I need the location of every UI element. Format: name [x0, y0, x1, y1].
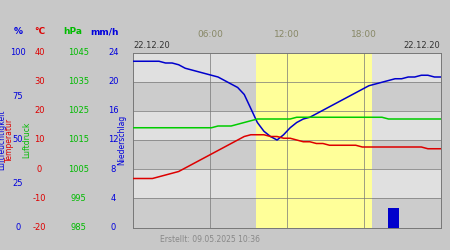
Bar	[133, 198, 441, 228]
Text: Niederschlag: Niederschlag	[117, 115, 126, 165]
Bar	[256, 52, 372, 228]
Bar	[372, 111, 441, 140]
Bar	[388, 208, 399, 228]
Text: 1045: 1045	[68, 48, 89, 57]
Bar	[372, 82, 441, 111]
Text: mm/h: mm/h	[90, 27, 119, 36]
Text: 18:00: 18:00	[351, 30, 377, 39]
Text: 12: 12	[108, 136, 119, 144]
Text: Luftfeuchtigkeit: Luftfeuchtigkeit	[0, 110, 7, 170]
Text: 1005: 1005	[68, 165, 89, 174]
Text: 20: 20	[108, 77, 119, 86]
Bar	[133, 111, 441, 140]
Bar	[133, 52, 441, 82]
Bar	[133, 82, 441, 111]
Text: 06:00: 06:00	[197, 30, 223, 39]
Text: 22.12.20: 22.12.20	[134, 41, 171, 50]
Text: 4: 4	[111, 194, 116, 203]
Text: 0: 0	[111, 223, 116, 232]
Text: 1035: 1035	[68, 77, 89, 86]
Text: 995: 995	[71, 194, 86, 203]
Text: 75: 75	[13, 92, 23, 101]
Bar	[133, 140, 441, 169]
Bar	[133, 82, 441, 111]
Bar	[133, 169, 441, 198]
Bar	[372, 140, 441, 169]
Bar	[256, 52, 372, 228]
Text: 24: 24	[108, 48, 119, 57]
Bar	[372, 169, 441, 198]
Text: %: %	[14, 27, 22, 36]
Bar	[133, 82, 256, 111]
Text: hPa: hPa	[63, 27, 82, 36]
Text: 0: 0	[37, 165, 42, 174]
Bar	[133, 169, 441, 198]
Text: 1025: 1025	[68, 106, 89, 115]
Text: -10: -10	[33, 194, 46, 203]
Bar	[133, 52, 441, 82]
Text: 40: 40	[34, 48, 45, 57]
Text: 30: 30	[34, 77, 45, 86]
Bar	[133, 111, 256, 140]
Bar	[133, 140, 256, 169]
Text: 22.12.20: 22.12.20	[403, 41, 440, 50]
Text: °C: °C	[34, 27, 45, 36]
Text: Luftdruck: Luftdruck	[22, 122, 32, 158]
Text: 16: 16	[108, 106, 119, 115]
Text: 20: 20	[34, 106, 45, 115]
Bar	[133, 169, 256, 198]
Bar	[133, 52, 256, 82]
Bar	[372, 52, 441, 82]
Bar	[133, 111, 441, 140]
Text: 50: 50	[13, 136, 23, 144]
Text: Temperatur: Temperatur	[5, 118, 14, 162]
Text: Erstellt: 09.05.2025 10:36: Erstellt: 09.05.2025 10:36	[160, 235, 260, 244]
Bar	[372, 198, 441, 228]
Text: 8: 8	[111, 165, 116, 174]
Text: 100: 100	[10, 48, 26, 57]
Text: 0: 0	[15, 223, 21, 232]
Text: 985: 985	[71, 223, 87, 232]
Text: 10: 10	[34, 136, 45, 144]
Text: 25: 25	[13, 179, 23, 188]
Text: 12:00: 12:00	[274, 30, 300, 39]
Bar	[133, 198, 441, 228]
Bar	[133, 140, 441, 169]
Text: -20: -20	[33, 223, 46, 232]
Bar	[133, 198, 256, 228]
Text: 1015: 1015	[68, 136, 89, 144]
